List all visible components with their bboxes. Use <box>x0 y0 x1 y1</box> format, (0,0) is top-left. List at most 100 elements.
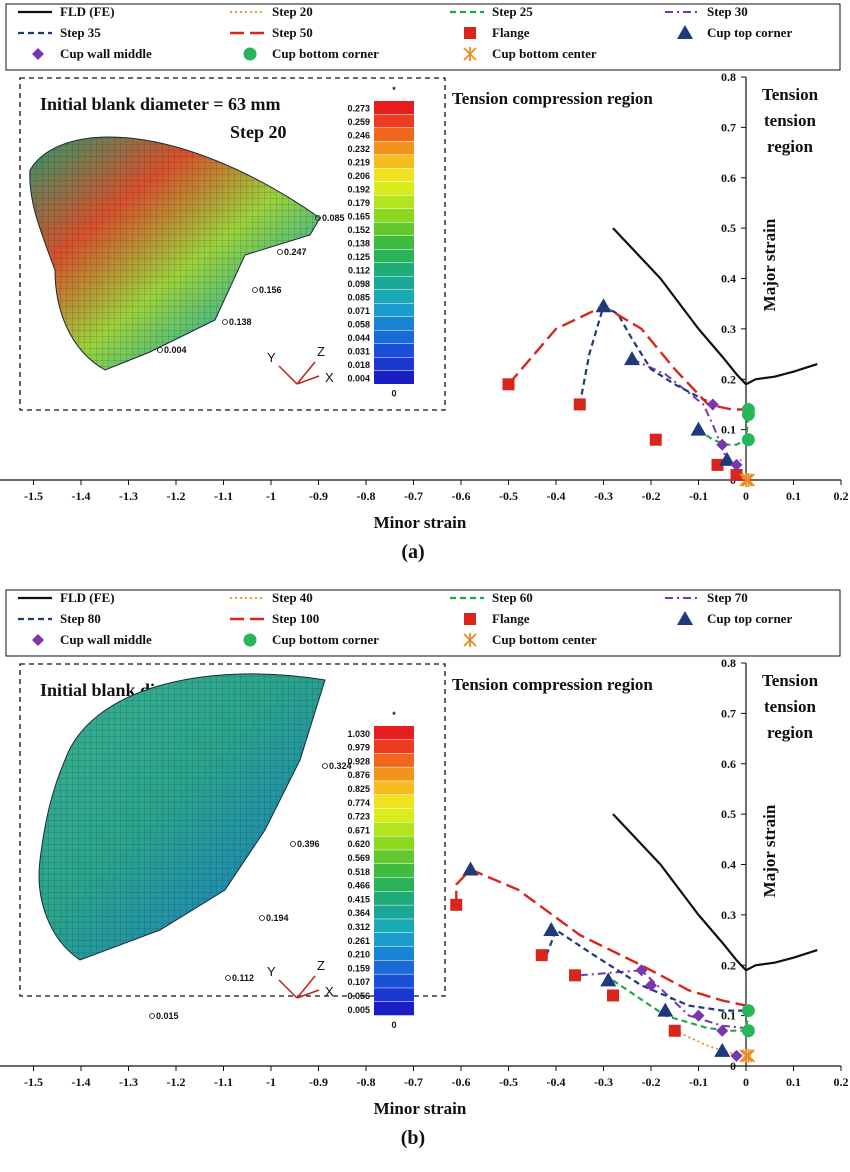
x-tick-label: -1.4 <box>72 1075 91 1089</box>
scale-value-label: 0.466 <box>347 881 370 891</box>
cup-mesh <box>29 137 321 370</box>
y-tick-label: 0.7 <box>721 706 736 720</box>
marker-flange <box>573 398 586 411</box>
x-tick-label: 0 <box>743 489 749 503</box>
triad-label-x: X <box>325 984 334 999</box>
cup-probe-point <box>157 347 163 353</box>
scale-value-label: 0.125 <box>347 252 370 262</box>
figure-panel-a: FLD (FE) Step 20 Step 25 Step 30 Step 35 Step… <box>0 3 849 563</box>
legend-label: Step 50 <box>272 25 313 40</box>
scale-value-label: 0.112 <box>348 266 370 276</box>
cup-probe-point <box>259 915 265 921</box>
legend-label: Step 70 <box>707 590 748 605</box>
legend-label: Step 20 <box>272 4 313 19</box>
legend-item: FLD (FE) <box>18 590 115 605</box>
scale-swatch <box>374 209 414 222</box>
marker-cup-top-corner <box>543 921 560 936</box>
scale-value-label: 0.312 <box>347 922 370 932</box>
legend-label: FLD (FE) <box>60 4 115 19</box>
triad-label-z: Z <box>317 958 325 973</box>
y-tick-label: 0.6 <box>721 757 736 771</box>
cup-point-label: 0.324 <box>329 761 352 771</box>
series-line-step-40 <box>674 1029 751 1057</box>
scale-value-label: 0.671 <box>347 825 370 835</box>
scale-value-label: 0.364 <box>347 908 370 918</box>
scale-swatch <box>374 864 414 878</box>
marker-cup-top-corner <box>462 861 479 876</box>
scale-swatch <box>374 303 414 317</box>
scale-swatch <box>374 371 414 384</box>
x-tick-label: -0.3 <box>594 489 613 503</box>
scale-value-label: 0.261 <box>347 936 370 946</box>
legend-frame <box>5 589 841 657</box>
scale-value-label: 0.138 <box>347 239 370 249</box>
scale-swatch <box>374 836 414 850</box>
scale-value-label: 0.058 <box>347 320 370 330</box>
scale-value-label: 0.569 <box>347 853 370 863</box>
legend-label: Step 35 <box>60 25 101 40</box>
marker-cup-wall-middle <box>645 979 657 992</box>
marker-cup-top-corner <box>624 351 640 366</box>
legend-marker <box>463 47 477 61</box>
x-tick-label: -0.9 <box>309 489 328 503</box>
scale-swatch <box>374 808 414 823</box>
legend-item: Step 80 <box>18 611 101 626</box>
marker-cup-bottom-center <box>739 473 753 487</box>
x-tick-label: 0.2 <box>834 1075 849 1089</box>
y-axis-title: Major strain <box>760 218 779 311</box>
x-tick-label: -0.7 <box>404 1075 423 1089</box>
marker-flange <box>535 949 548 962</box>
legend-label: Cup bottom center <box>492 46 597 61</box>
cup-point-label: 0.194 <box>266 913 289 923</box>
x-tick-label: -0.8 <box>357 1075 376 1089</box>
scale-value-label: 0.774 <box>347 798 370 808</box>
cup-point-label: 0.156 <box>259 285 282 295</box>
triad-x-axis <box>296 989 320 999</box>
region-label-tension-tension: region <box>767 723 814 742</box>
scale-swatch <box>374 767 414 781</box>
inset-title-step: Step 20 <box>230 122 287 142</box>
legend-item: Cup wall middle <box>32 46 152 61</box>
legend-item: Cup bottom corner <box>243 632 379 647</box>
legend-label: Flange <box>492 611 530 626</box>
triad-y-axis <box>278 979 298 999</box>
legend-label: Step 30 <box>707 4 748 19</box>
legend-label: Cup top corner <box>707 611 792 626</box>
cup-probe-point <box>290 841 296 847</box>
scale-swatch <box>374 877 414 892</box>
scale-value-label: 0.620 <box>347 839 370 849</box>
x-tick-label: -0.1 <box>689 1075 708 1089</box>
cup-model: 0.324 0.396 0.194 0.112 0.015 <box>38 673 352 1021</box>
chart-svg-1: FLD (FE) Step 40 Step 60 Step 70 Step 80 Step… <box>0 589 849 1149</box>
marker-cup-top-corner <box>600 972 617 987</box>
cup-probe-point <box>225 975 231 981</box>
scale-swatch <box>374 276 414 290</box>
legend-label: Cup wall middle <box>60 46 152 61</box>
legend: FLD (FE) Step 40 Step 60 Step 70 Step 80 Step… <box>5 589 841 657</box>
x-tick-label: -1.2 <box>167 489 186 503</box>
cup-point-label: 0.396 <box>297 839 320 849</box>
scale-swatch <box>374 195 414 209</box>
scale-value-label: 0.206 <box>347 171 370 181</box>
legend-item: Step 50 <box>230 25 313 40</box>
scale-value-label: 0.071 <box>347 306 370 316</box>
x-tick-label: -0.2 <box>642 1075 661 1089</box>
legend-label: Cup top corner <box>707 25 792 40</box>
marker-flange <box>450 898 463 911</box>
x-tick-label: -0.4 <box>547 1075 566 1089</box>
scale-value-label: 0.159 <box>347 963 370 973</box>
legend-item: Step 60 <box>450 590 533 605</box>
scale-swatch <box>374 263 414 276</box>
y-tick-label: 0.7 <box>721 120 736 134</box>
marker-cup-wall-middle <box>716 438 729 451</box>
cup-point-label: 0.247 <box>284 247 307 257</box>
x-axis-title: Minor strain <box>374 1099 467 1118</box>
legend-item: Step 100 <box>230 611 319 626</box>
y-tick-label: 0.2 <box>721 958 736 972</box>
scale-value-label: 1.030 <box>347 729 370 739</box>
axis-triad: Y ZX <box>267 344 334 385</box>
x-tick-label: -0.8 <box>357 489 376 503</box>
scale-swatch <box>374 168 414 182</box>
scale-swatch <box>374 114 414 128</box>
scale-value-label: 0.031 <box>347 347 370 357</box>
